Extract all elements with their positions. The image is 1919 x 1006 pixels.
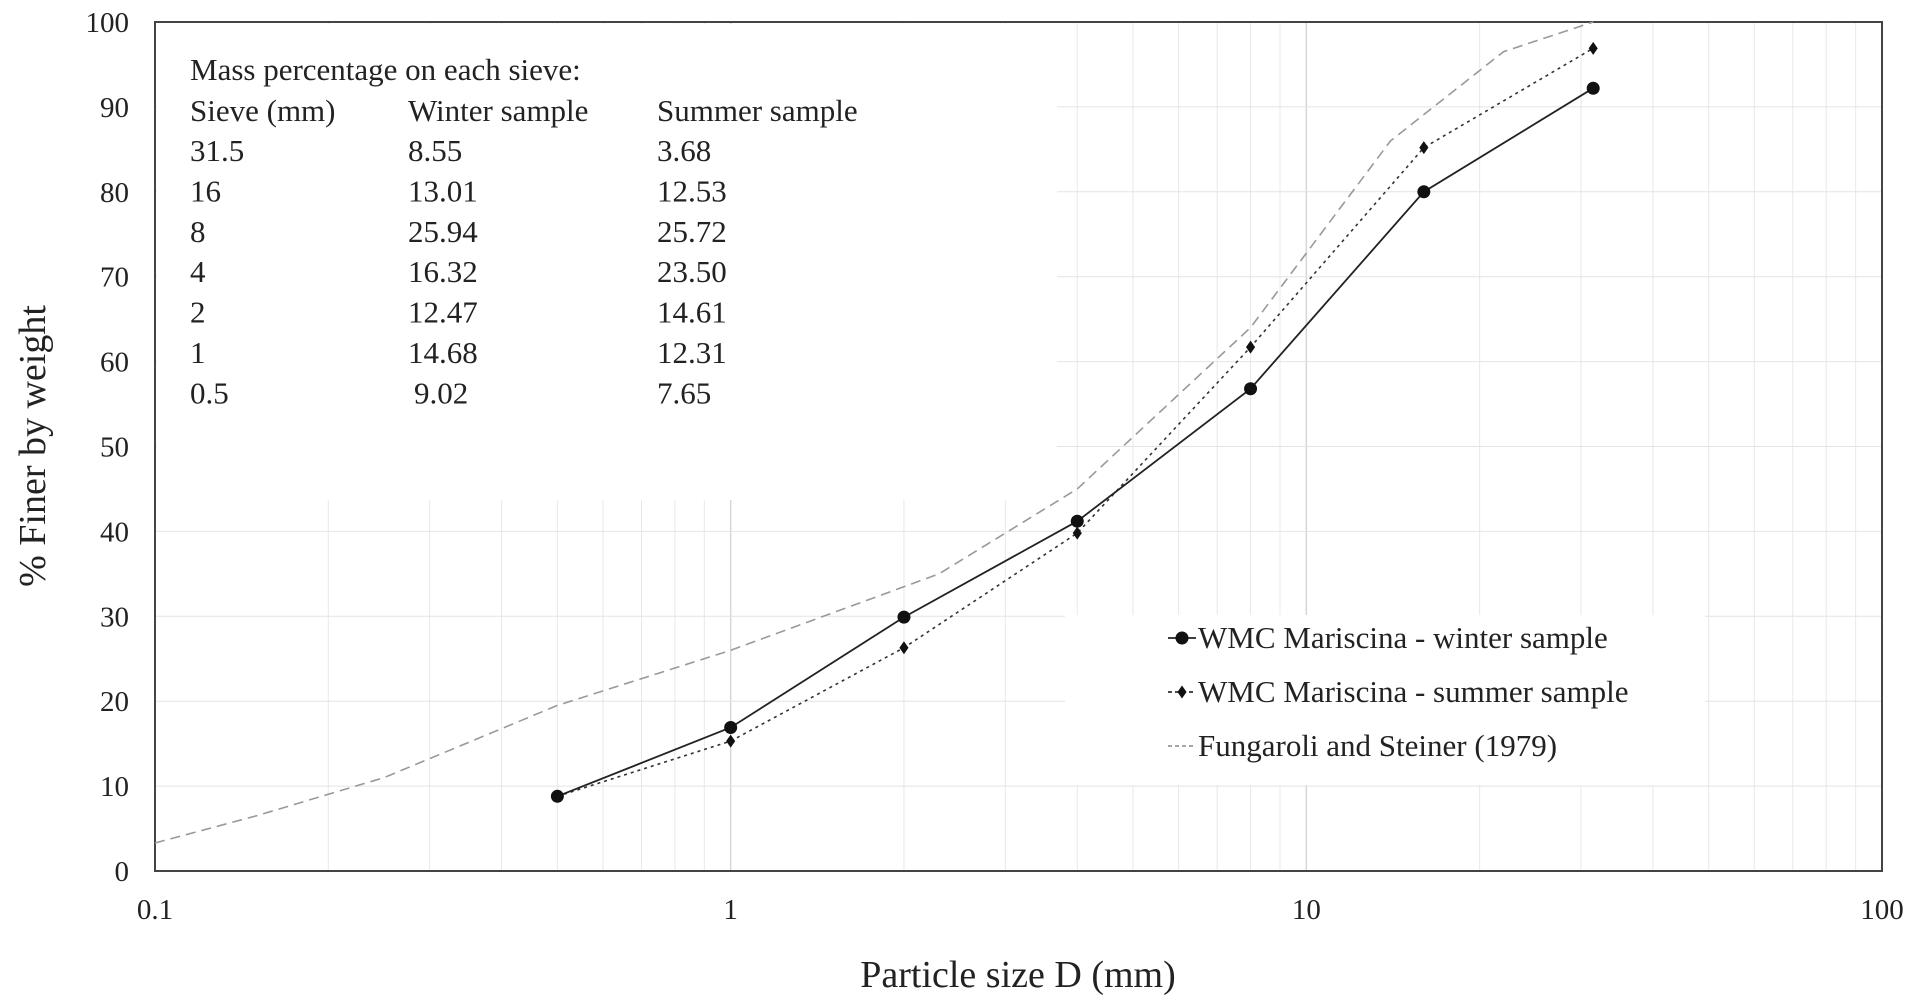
y-tick-label: 70 <box>100 262 129 294</box>
y-tick-labels: 0 10 20 30 40 50 60 70 80 90 100 <box>86 7 130 888</box>
table-cell: 14.61 <box>657 295 727 330</box>
data-point <box>726 734 736 748</box>
y-tick-label: 20 <box>100 686 129 718</box>
table-cell: 13.01 <box>408 173 478 208</box>
x-tick-labels: 0.1 1 10 100 <box>137 894 1904 926</box>
table-cell: 16.32 <box>408 254 478 289</box>
x-tick-label: 100 <box>1860 894 1904 926</box>
table-cell: 12.31 <box>657 335 727 370</box>
table-cell: 16 <box>190 173 221 208</box>
table-cell: 31.5 <box>190 133 244 168</box>
y-tick-label: 50 <box>100 432 129 464</box>
y-tick-label: 100 <box>86 7 130 39</box>
table-cell: 25.72 <box>657 214 727 249</box>
x-tick-label: 0.1 <box>137 894 173 926</box>
y-tick-label: 90 <box>100 92 129 124</box>
y-tick-label: 10 <box>100 771 129 803</box>
data-point <box>899 641 909 655</box>
y-axis-title: % Finer by weight <box>12 305 54 587</box>
legend: WMC Mariscina - winter sample WMC Marisci… <box>1168 620 1628 763</box>
legend-label: WMC Mariscina - summer sample <box>1198 674 1628 709</box>
data-point <box>897 610 911 624</box>
data-point <box>550 789 564 803</box>
table-cell: 12.47 <box>408 295 478 330</box>
table-cell: 3.68 <box>657 133 711 168</box>
y-tick-label: 0 <box>115 856 130 888</box>
data-point <box>1072 526 1082 540</box>
x-tick-label: 1 <box>723 894 738 926</box>
y-tick-label: 80 <box>100 177 129 209</box>
table-cell: 8.55 <box>408 133 462 168</box>
table-cell: 23.50 <box>657 254 727 289</box>
table-header-sieve: Sieve (mm) <box>190 93 336 128</box>
y-tick-label: 60 <box>100 347 129 379</box>
legend-label: Fungaroli and Steiner (1979) <box>1198 728 1557 763</box>
annotation-table: Mass percentage on each sieve: Sieve (mm… <box>190 52 858 410</box>
data-point <box>1417 185 1431 199</box>
legend-marker <box>1177 685 1187 699</box>
y-tick-label: 30 <box>100 601 129 633</box>
series-line <box>154 21 1594 844</box>
x-tick-label: 10 <box>1292 894 1321 926</box>
data-point <box>1419 141 1429 155</box>
table-cell: 4 <box>190 254 206 289</box>
table-rows: 31.5 8.55 3.68 16 13.01 12.53 8 25.94 25.72 4 16.3… <box>190 133 727 410</box>
table-cell: 7.65 <box>657 375 711 410</box>
legend-background <box>1065 615 1705 785</box>
data-point <box>1070 514 1084 528</box>
legend-marker <box>1175 631 1189 645</box>
annotation-table-background <box>157 24 1057 500</box>
table-title: Mass percentage on each sieve: <box>190 52 581 87</box>
data-point <box>724 721 738 735</box>
table-header-winter: Winter sample <box>408 93 588 128</box>
table-cell: 0.5 <box>190 375 229 410</box>
table-cell: 25.94 <box>408 214 478 249</box>
data-point <box>1586 81 1600 95</box>
series-layer <box>154 21 1600 844</box>
table-cell: 1 <box>190 335 206 370</box>
legend-label: WMC Mariscina - winter sample <box>1198 620 1608 655</box>
table-header-summer: Summer sample <box>657 93 858 128</box>
data-point <box>1244 382 1258 396</box>
table-cell: 9.02 <box>414 375 468 410</box>
data-point <box>1588 41 1598 55</box>
table-cell: 14.68 <box>408 335 478 370</box>
data-point <box>1245 340 1256 354</box>
table-cell: 2 <box>190 295 206 330</box>
x-axis-title: Particle size D (mm) <box>860 954 1176 996</box>
plot-area-frame <box>154 21 1883 872</box>
y-tick-label: 40 <box>100 516 129 548</box>
table-cell: 12.53 <box>657 173 727 208</box>
table-cell: 8 <box>190 214 206 249</box>
